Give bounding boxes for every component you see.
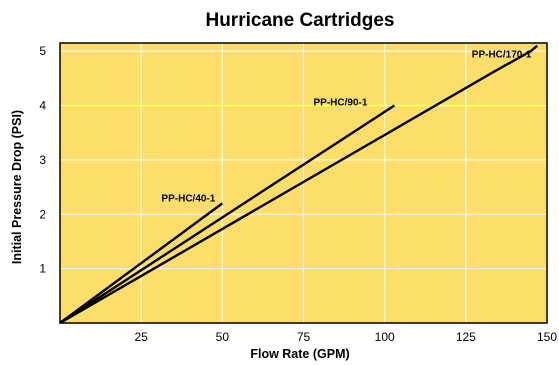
y-tick-label: 2 — [39, 207, 46, 221]
plot-frame — [59, 42, 548, 324]
series-lines — [59, 44, 539, 325]
series-line — [59, 202, 224, 324]
y-tick-label: 3 — [39, 153, 46, 167]
chart-title: Hurricane Cartridges — [205, 10, 394, 31]
x-tick-label: 25 — [134, 330, 148, 344]
x-tick-label: 150 — [537, 330, 557, 344]
y-tick-label: 5 — [39, 44, 46, 58]
series-line — [59, 104, 396, 325]
x-axis-ticks: 25 50 75 100 125 150 — [134, 330, 557, 344]
y-tick-label: 1 — [39, 262, 46, 276]
x-tick-label: 75 — [297, 330, 311, 344]
series-labels: PP-HC/40-1 PP-HC/90-1 PP-HC/170-1 — [161, 50, 531, 205]
y-tick-label: 4 — [39, 99, 46, 113]
y-axis-ticks: 1 2 3 4 5 — [39, 44, 46, 275]
series-label: PP-HC/170-1 — [472, 50, 532, 61]
x-axis-label: Flow Rate (GPM) — [250, 347, 349, 361]
series-label: PP-HC/40-1 — [161, 193, 215, 204]
x-tick-label: 50 — [216, 330, 230, 344]
series-line — [59, 44, 539, 325]
series-label: PP-HC/90-1 — [314, 98, 368, 109]
x-tick-label: 125 — [456, 330, 476, 344]
y-axis-label: Initial Pressure Drop (PSI) — [10, 110, 24, 264]
x-tick-label: 100 — [375, 330, 395, 344]
